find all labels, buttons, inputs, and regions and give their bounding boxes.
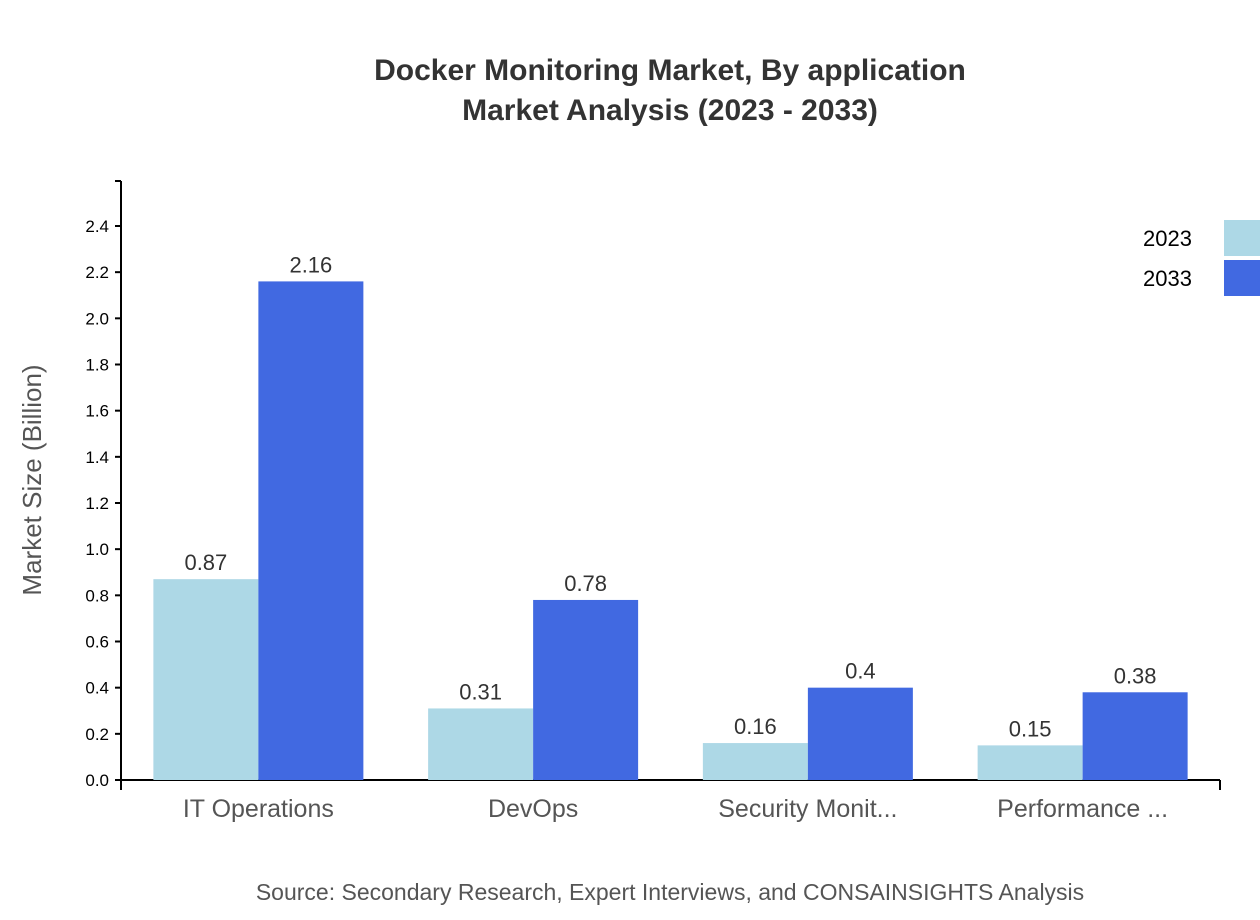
data-label: 2.16 xyxy=(289,252,332,277)
source-note: Source: Secondary Research, Expert Inter… xyxy=(256,879,1084,905)
y-tick-label: 2.0 xyxy=(85,309,109,328)
data-label: 0.78 xyxy=(564,571,607,596)
x-tick-label: IT Operations xyxy=(183,795,334,823)
legend-swatch xyxy=(1224,220,1260,256)
legend-label: 2033 xyxy=(1143,266,1192,291)
data-label: 0.4 xyxy=(845,659,876,684)
data-label: 0.15 xyxy=(1009,716,1052,741)
data-label: 0.38 xyxy=(1114,663,1157,688)
data-label: 0.87 xyxy=(184,550,227,575)
x-tick-label: DevOps xyxy=(488,795,578,823)
legend-swatch xyxy=(1224,260,1260,296)
data-label: 0.31 xyxy=(459,679,502,704)
legend-label: 2023 xyxy=(1143,226,1192,251)
bar-2023 xyxy=(153,579,259,780)
y-tick-label: 0.0 xyxy=(85,771,109,790)
data-label: 0.16 xyxy=(734,714,777,739)
bar-2033 xyxy=(258,281,364,780)
chart-title: Docker Monitoring Market, By application xyxy=(374,54,966,87)
y-tick-label: 1.8 xyxy=(85,356,109,375)
y-tick-label: 1.0 xyxy=(85,540,109,559)
y-tick-label: 0.4 xyxy=(85,679,109,698)
y-tick-label: 1.4 xyxy=(85,448,109,467)
y-axis-label: Market Size (Billion) xyxy=(17,364,47,595)
bar-2033 xyxy=(807,687,913,780)
y-tick-label: 1.6 xyxy=(85,402,109,421)
y-tick-label: 0.2 xyxy=(85,725,109,744)
chart-subtitle: Market Analysis (2023 - 2033) xyxy=(462,94,878,127)
bar-2023 xyxy=(428,708,534,780)
y-tick-label: 0.8 xyxy=(85,586,109,605)
bar-2023 xyxy=(702,743,808,780)
y-tick-label: 2.4 xyxy=(85,217,109,236)
x-tick-label: Security Monit... xyxy=(718,795,897,823)
y-tick-label: 0.6 xyxy=(85,633,109,652)
bar-2023 xyxy=(977,745,1083,780)
x-tick-label: Performance ... xyxy=(997,795,1168,823)
bar-2033 xyxy=(533,599,639,780)
y-tick-label: 2.2 xyxy=(85,263,109,282)
bar-2033 xyxy=(1082,692,1188,780)
y-tick-label: 1.2 xyxy=(85,494,109,513)
